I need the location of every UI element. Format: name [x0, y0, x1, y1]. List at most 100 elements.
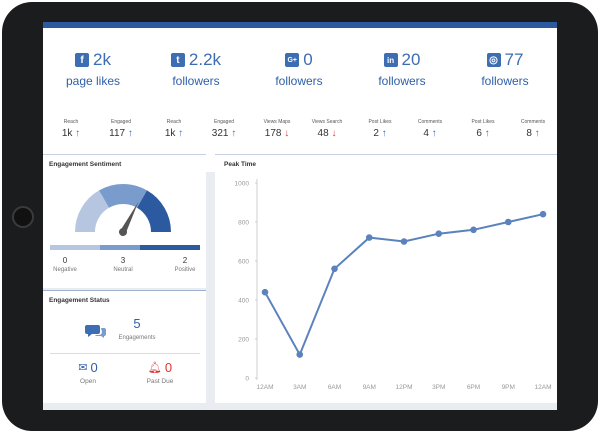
- bar-positive: [140, 245, 200, 250]
- x-tick-label: 12PM: [396, 384, 413, 391]
- data-point: [470, 226, 477, 234]
- stat-count: 2.2k: [188, 50, 222, 69]
- sentiment-value: 2: [182, 256, 188, 265]
- x-tick-label: 3PM: [432, 384, 445, 391]
- metric-label: Reach: [63, 119, 79, 125]
- metric-label: Views Search: [311, 119, 343, 125]
- panel-border: [215, 154, 557, 155]
- metric-label: Engaged: [213, 119, 235, 125]
- y-tick-label: 800: [238, 220, 249, 227]
- arrow-up-icon: ↑: [431, 128, 437, 139]
- stat-google-plus: G+ 0 followers Views Maps 178 ↓ Views Sear…: [249, 28, 349, 172]
- metric-label: Engaged: [110, 119, 132, 125]
- arrow-up-icon: ↑: [534, 128, 540, 139]
- arrow-up-icon: ↑: [127, 128, 133, 139]
- bell-icon: 🔔︎: [147, 362, 162, 374]
- sentiment-value: 3: [120, 256, 126, 265]
- metric-label: Comments: [520, 119, 546, 125]
- x-tick-label: 9PM: [502, 384, 515, 391]
- metric: Views Search 48 ↓: [303, 119, 351, 139]
- metric: Reach 1k ↑: [150, 119, 198, 139]
- metric-value: 48: [317, 128, 329, 139]
- home-button[interactable]: [12, 206, 34, 228]
- gauge-needle: [119, 201, 139, 236]
- top-bar: [43, 22, 557, 28]
- sentiment-value: 0: [62, 256, 68, 265]
- metric: Engaged 321 ↑: [200, 119, 248, 139]
- stat-count: 0: [303, 50, 313, 69]
- x-tick-label: 6AM: [328, 384, 341, 391]
- metric: Post Likes 2 ↑: [356, 119, 404, 139]
- linkedin-icon: in: [383, 53, 398, 67]
- sentiment-neutral: 3 Neutral: [103, 256, 143, 273]
- sentiment-bar: [50, 245, 200, 250]
- sentiment-label: Negative: [53, 267, 77, 273]
- sentiment-gauge: [74, 183, 171, 236]
- stat-label: followers: [378, 74, 426, 88]
- x-tick-label: 3AM: [293, 384, 306, 391]
- arrow-up-icon: ↑: [178, 128, 184, 139]
- y-tick-label: 1000: [235, 181, 250, 188]
- metric-value: 1k: [164, 128, 176, 139]
- data-point: [365, 234, 373, 241]
- divider: [50, 353, 200, 354]
- open-count[interactable]: ✉ 0 Open: [53, 360, 123, 385]
- chat-bubbles-icon: [85, 325, 106, 338]
- open-value: 0: [90, 360, 98, 375]
- arrow-up-icon: ↑: [381, 128, 387, 139]
- y-tick-label: 0: [245, 376, 249, 383]
- x-tick-label: 6PM: [467, 384, 480, 391]
- data-point: [296, 351, 304, 358]
- stat-instagram: ◎ 77 followers Post Likes 6 ↑ Comments 8 ↑: [455, 28, 555, 172]
- metric-label: Post Likes: [368, 119, 392, 125]
- stat-facebook: f 2k page likes Reach 1k ↑ Engaged 117 ↑: [43, 28, 143, 172]
- stat-twitter: t 2.2k followers Reach 1k ↑ Engaged 321 ↑: [146, 28, 246, 172]
- chart-title: Peak Time: [224, 161, 257, 168]
- metric-value: 178: [264, 128, 282, 139]
- gauge-neutral: [99, 183, 147, 208]
- stat-linkedin: in 20 followers Post Likes 2 ↑ Comments 4 ↑: [352, 28, 452, 172]
- data-point: [400, 238, 408, 245]
- instagram-icon: ◎: [486, 53, 501, 67]
- gauge-negative: [74, 190, 109, 232]
- arrow-down-icon: ↓: [284, 128, 290, 139]
- peak-time-panel: Peak Time 0 200 400 600 800 1000 12AM 3AM 6AM 9AM…: [215, 154, 557, 403]
- data-point: [504, 218, 512, 226]
- bar-neutral: [100, 245, 140, 250]
- panel-border: [43, 154, 206, 155]
- open-label: Open: [80, 378, 96, 385]
- data-point: [331, 265, 338, 273]
- metric-value: 6: [476, 128, 482, 139]
- sentiment-panel: Engagement Sentiment 0 Negative 3 Neutral …: [43, 154, 206, 288]
- sentiment-positive: 2 Positive: [165, 256, 205, 273]
- metric-label: Comments: [417, 119, 443, 125]
- sentiment-label: Positive: [174, 267, 196, 273]
- sentiment-label: Neutral: [113, 267, 133, 273]
- facebook-icon: f: [75, 53, 90, 67]
- arrow-up-icon: ↑: [231, 128, 237, 139]
- y-tick-label: 600: [238, 259, 249, 266]
- twitter-icon: t: [170, 53, 185, 67]
- stat-count: 20: [401, 50, 421, 69]
- stat-label: followers: [172, 74, 220, 88]
- stat-label: followers: [275, 74, 323, 88]
- peak-time-chart: 0 200 400 600 800 1000 12AM 3AM 6AM 9AM 12PM 3PM 6PM…: [235, 179, 551, 391]
- past-due-count[interactable]: 🔔︎ 0 Past Due: [125, 360, 195, 385]
- data-point: [539, 210, 547, 218]
- google-plus-icon: G+: [285, 53, 300, 67]
- metric-value: 117: [109, 128, 126, 139]
- bar-negative: [50, 245, 100, 250]
- metric-value: 2: [373, 128, 379, 139]
- sentiment-negative: 0 Negative: [45, 256, 85, 273]
- stat-count: 2k: [93, 50, 111, 69]
- metric-value: 8: [526, 128, 532, 139]
- metric-label: Views Maps: [263, 119, 291, 125]
- series-line: [264, 213, 544, 357]
- gauge-positive: [137, 190, 171, 232]
- x-tick-label: 12AM: [257, 384, 274, 391]
- metric-value: 321: [211, 128, 229, 139]
- metric: Engaged 117 ↑: [97, 119, 145, 139]
- metric: Views Maps 178 ↓: [253, 119, 301, 139]
